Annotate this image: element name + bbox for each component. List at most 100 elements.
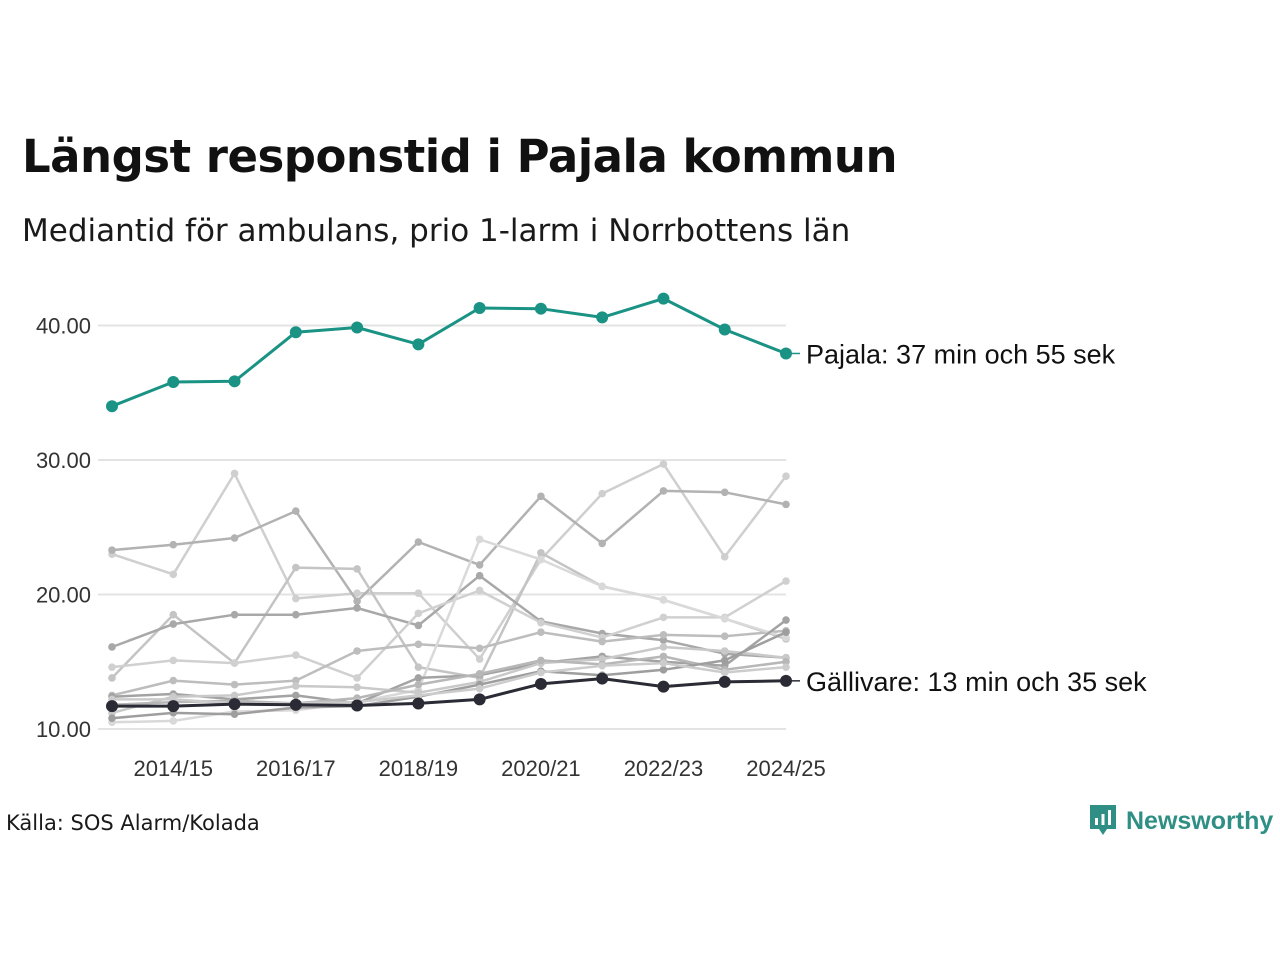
x-tick-label: 2014/15 (134, 756, 214, 781)
data-point (537, 493, 545, 501)
data-point (353, 674, 361, 682)
data-point (535, 303, 547, 315)
data-point (537, 657, 545, 665)
data-point (660, 460, 668, 468)
data-point (537, 556, 545, 564)
data-point (537, 628, 545, 636)
data-point (415, 640, 423, 648)
x-axis-ticks: 2014/15 2016/17 2018/19 2020/21 2022/23 2024/… (134, 756, 826, 781)
data-point (537, 669, 545, 677)
data-point (476, 645, 484, 653)
data-point (169, 611, 177, 619)
data-point (351, 322, 363, 334)
data-point (169, 571, 177, 579)
data-point (721, 632, 729, 640)
series-end-label: Gällivare: 13 min och 35 sek (806, 667, 1147, 697)
data-point (167, 376, 179, 388)
data-point (169, 620, 177, 628)
series-övrig-kommun-11 (108, 628, 790, 722)
data-point (782, 628, 790, 636)
data-point (412, 697, 424, 709)
y-tick-label: 40.00 (36, 314, 91, 339)
data-point (598, 583, 606, 591)
data-point (476, 587, 484, 595)
data-point (353, 597, 361, 605)
data-point (660, 659, 668, 667)
data-point (537, 619, 545, 627)
source-note: Källa: SOS Alarm/Kolada (6, 811, 260, 835)
data-point (353, 604, 361, 612)
data-point (660, 614, 668, 622)
data-point (721, 488, 729, 496)
data-point (782, 472, 790, 480)
data-point (169, 657, 177, 665)
data-point (292, 611, 300, 619)
data-point (476, 670, 484, 678)
x-tick-label: 2018/19 (379, 756, 459, 781)
data-point (596, 311, 608, 323)
data-point (292, 651, 300, 659)
x-tick-label: 2024/25 (746, 756, 826, 781)
data-point (169, 541, 177, 549)
data-point (782, 501, 790, 509)
data-point (169, 717, 177, 725)
data-point (415, 663, 423, 671)
y-axis-ticks: 10.00 20.00 30.00 40.00 (36, 314, 91, 743)
data-point (598, 540, 606, 548)
brand-logo[interactable]: Newsworthy (1088, 803, 1273, 839)
data-point (719, 676, 731, 688)
data-point (721, 669, 729, 677)
y-tick-label: 10.00 (36, 717, 91, 742)
data-point (290, 699, 302, 711)
x-tick-label: 2020/21 (501, 756, 581, 781)
series-övrig-kommun-2 (108, 487, 790, 605)
data-point (290, 326, 302, 338)
data-point (229, 698, 241, 710)
data-point (415, 681, 423, 689)
data-point (782, 577, 790, 585)
x-tick-label: 2022/23 (624, 756, 704, 781)
data-point (292, 682, 300, 690)
data-point (476, 655, 484, 663)
data-point (476, 561, 484, 569)
series-end-label: Pajala: 37 min och 55 sek (806, 339, 1116, 369)
data-point (598, 490, 606, 498)
series-pajala (106, 293, 792, 413)
data-point (169, 677, 177, 685)
data-point (292, 564, 300, 572)
data-point (721, 657, 729, 665)
data-point (782, 663, 790, 671)
data-point (474, 302, 486, 314)
series-end-labels: Pajala: 37 min och 55 sek Gällivare: 13 m… (786, 339, 1147, 696)
data-point (415, 622, 423, 630)
data-point (351, 699, 363, 711)
data-point (598, 662, 606, 670)
data-point (721, 615, 729, 623)
data-point (660, 653, 668, 661)
data-point (108, 674, 116, 682)
data-point (782, 616, 790, 624)
series-line (112, 299, 786, 407)
data-point (231, 710, 239, 718)
data-point (474, 693, 486, 705)
data-point (415, 610, 423, 618)
data-point (535, 678, 547, 690)
data-point (476, 685, 484, 693)
data-point (231, 534, 239, 542)
data-point (415, 674, 423, 682)
data-point (292, 692, 300, 700)
data-point (353, 565, 361, 573)
x-tick-label: 2016/17 (256, 756, 336, 781)
data-point (412, 338, 424, 350)
y-tick-label: 20.00 (36, 583, 91, 608)
data-point (721, 647, 729, 655)
data-point (108, 663, 116, 671)
data-point (721, 553, 729, 561)
y-tick-label: 30.00 (36, 448, 91, 473)
data-point (292, 507, 300, 515)
data-point (231, 659, 239, 667)
data-point (660, 643, 668, 651)
data-point (292, 595, 300, 603)
data-point (231, 470, 239, 478)
data-point (106, 400, 118, 412)
